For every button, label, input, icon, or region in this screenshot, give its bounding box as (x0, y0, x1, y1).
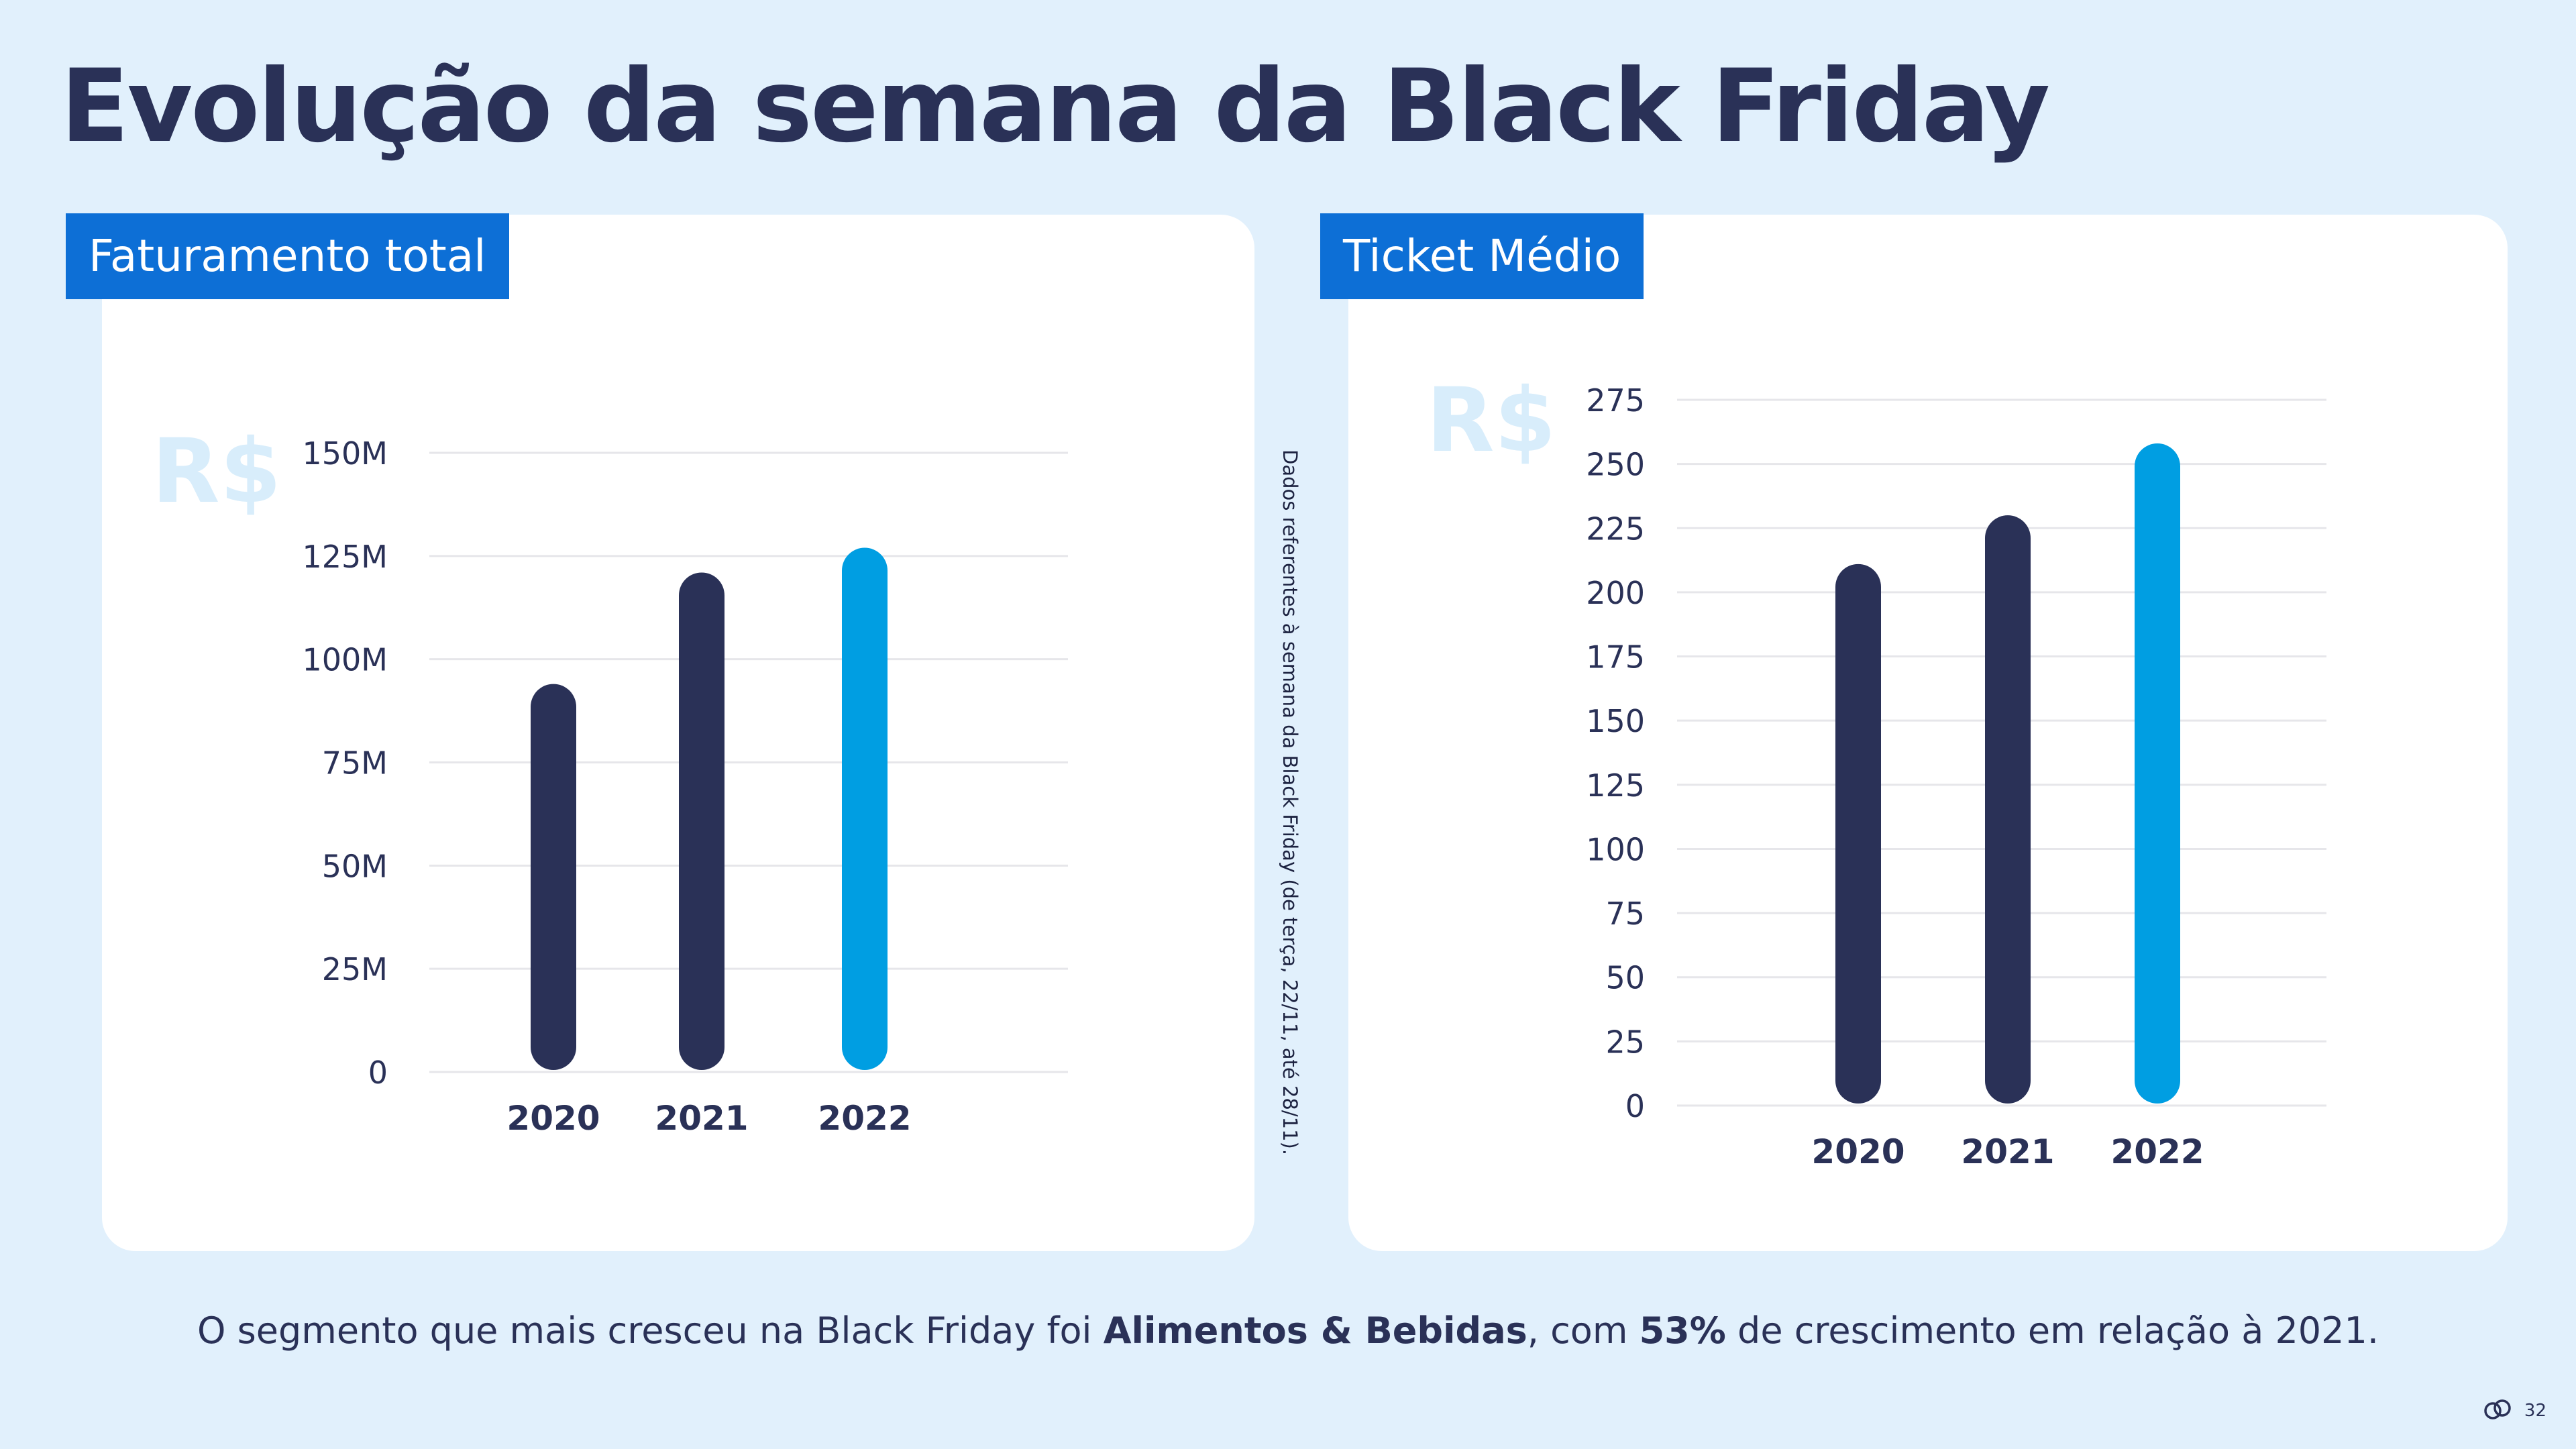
currency-watermark-0: R$ (152, 420, 282, 523)
page-title: Evolução da semana da Black Friday (60, 48, 2050, 165)
y-tick-label: 0 (368, 1055, 388, 1091)
y-tick-label: 25 (1605, 1024, 1645, 1060)
x-category-label: 2021 (1961, 1132, 2054, 1171)
bar-2020 (1835, 564, 1881, 1104)
footer-text-part-1: O segmento que mais cresceu na Black Fri… (197, 1309, 1104, 1352)
footer-highlight-segment: Alimentos & Bebidas (1103, 1309, 1527, 1352)
y-tick-label: 150 (1586, 703, 1645, 739)
y-tick-label: 225 (1586, 511, 1645, 547)
y-tick-label: 50M (322, 848, 388, 884)
x-category-label: 2022 (2110, 1132, 2204, 1171)
y-tick-label: 125 (1586, 767, 1645, 804)
ticket-chart-title: Ticket Médio (1320, 213, 1644, 299)
y-tick-label: 25M (322, 951, 388, 987)
y-tick-label: 100 (1586, 831, 1645, 867)
x-category-label: 2020 (1811, 1132, 1904, 1171)
y-tick-label: 100M (303, 642, 388, 678)
y-tick-label: 75M (322, 745, 388, 782)
y-tick-label: 75 (1605, 896, 1645, 932)
footer-summary: O segmento que mais cresceu na Black Fri… (0, 1309, 2576, 1352)
x-category-label: 2020 (506, 1099, 600, 1138)
footer-text-part-3: de crescimento em relação à 2021. (1725, 1309, 2379, 1352)
revenue-chart-title: Faturamento total (66, 213, 509, 299)
y-tick-label: 275 (1586, 382, 1645, 419)
footer-text-part-2: , com (1527, 1309, 1640, 1352)
y-tick-label: 150M (303, 435, 388, 472)
bar-2021 (679, 572, 724, 1070)
revenue-chart-card (102, 215, 1254, 1251)
currency-watermark-1: R$ (1426, 369, 1556, 472)
y-tick-label: 200 (1586, 575, 1645, 611)
y-tick-label: 0 (1625, 1088, 1645, 1124)
data-period-note: Dados referentes à semana da Black Frida… (1279, 449, 1301, 1156)
footer-highlight-growth: 53% (1639, 1309, 1726, 1352)
bar-2020 (531, 684, 576, 1070)
bar-2022 (2135, 443, 2180, 1104)
y-tick-label: 175 (1586, 639, 1645, 676)
y-tick-label: 250 (1586, 447, 1645, 483)
x-category-label: 2021 (655, 1099, 748, 1138)
y-tick-label: 50 (1605, 960, 1645, 996)
bar-2021 (1985, 515, 2031, 1104)
x-category-label: 2022 (818, 1099, 911, 1138)
bar-2022 (842, 547, 888, 1070)
y-tick-label: 125M (303, 539, 388, 575)
ticket-chart-card (1348, 215, 2508, 1251)
page-number: 32 (2524, 1401, 2546, 1421)
cloud-logo-icon (2484, 1399, 2511, 1419)
